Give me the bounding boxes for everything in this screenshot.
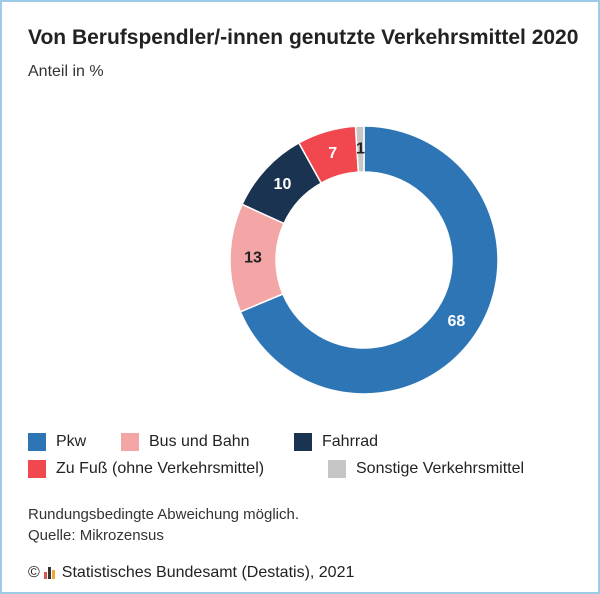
legend-label-pkw: Pkw [56,433,87,450]
legend-swatch-sonstige [328,460,346,478]
legend-label-fahrrad: Fahrrad [322,433,379,450]
chart-subtitle: Anteil in % [28,63,104,80]
legend-label-bus-und-bahn: Bus und Bahn [149,433,250,450]
donut-chart: 68 13 10 7 1 [229,125,499,395]
legend-label-sonstige: Sonstige Verkehrsmittel [356,460,525,477]
slice-label-bus-und-bahn: 13 [244,250,262,267]
source-note: Quelle: Mikrozensus [28,527,164,544]
chart-title: Von Berufspendler/-innen genutzte Verkeh… [28,26,579,49]
legend-item-zu-fuss: Zu Fuß (ohne Verkehrsmittel) [28,460,264,478]
slice-label-pkw: 68 [448,313,466,330]
slice-pkw [239,125,499,395]
legend-swatch-zu-fuss [28,460,46,478]
legend-swatch-fahrrad [294,433,312,451]
slice-label-sonstige: 1 [356,141,365,158]
footer-text: Statistisches Bundesamt (Destatis), 2021 [61,564,355,581]
footer: © Statistisches Bundesamt (Destatis), 20… [28,564,354,582]
legend-label-zu-fuss: Zu Fuß (ohne Verkehrsmittel) [56,460,265,477]
destatis-logo-icon [43,567,56,579]
rounding-note: Rundungsbedingte Abweichung möglich. [28,506,300,523]
legend-item-fahrrad: Fahrrad [294,433,378,451]
slice-label-zu-fuss: 7 [328,145,337,162]
legend-item-sonstige: Sonstige Verkehrsmittel [328,460,524,478]
legend-swatch-pkw [28,433,46,451]
slice-sonstige [354,125,365,173]
legend-swatch-bus-und-bahn [121,433,139,451]
legend-item-bus-und-bahn: Bus und Bahn [121,433,250,451]
slice-label-fahrrad: 10 [274,176,292,193]
chart-notes: Rundungsbedingte Abweichung möglich. Que… [28,504,299,546]
legend-item-pkw: Pkw [28,433,86,451]
copyright-symbol: © [28,564,40,581]
